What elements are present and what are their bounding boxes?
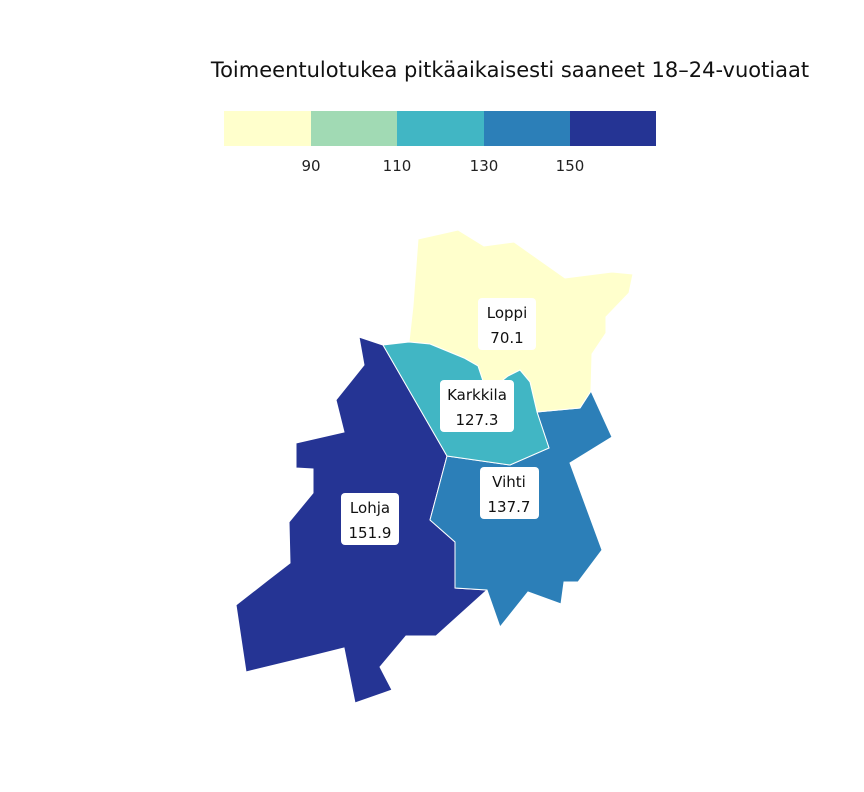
- legend-bin-1: [224, 111, 311, 146]
- color-legend: 90 110 130 150: [224, 111, 656, 175]
- region-name: Vihti: [492, 473, 526, 491]
- regions: [235, 229, 634, 704]
- region-name: Loppi: [487, 304, 527, 322]
- region-labels: Loppi 70.1 Karkkila 127.3 Vihti 137.7 Lo…: [341, 298, 539, 545]
- label-loppi: Loppi 70.1: [478, 298, 536, 350]
- region-name: Karkkila: [447, 386, 507, 404]
- legend-bin-3: [397, 111, 484, 146]
- legend-tick: 110: [383, 157, 412, 175]
- region-value: 127.3: [456, 411, 499, 429]
- map-title: Toimeentulotukea pitkäaikaisesti saaneet…: [210, 58, 809, 82]
- legend-bin-2: [311, 111, 397, 146]
- region-value: 151.9: [349, 524, 392, 542]
- label-lohja: Lohja 151.9: [341, 493, 399, 545]
- label-karkkila: Karkkila 127.3: [440, 380, 514, 432]
- region-value: 137.7: [488, 498, 531, 516]
- region-name: Lohja: [350, 499, 390, 517]
- legend-tick: 90: [301, 157, 320, 175]
- legend-tick: 150: [556, 157, 585, 175]
- legend-tick: 130: [470, 157, 499, 175]
- legend-bin-4: [484, 111, 570, 146]
- label-vihti: Vihti 137.7: [480, 467, 539, 519]
- legend-bin-5: [570, 111, 656, 146]
- region-value: 70.1: [490, 329, 523, 347]
